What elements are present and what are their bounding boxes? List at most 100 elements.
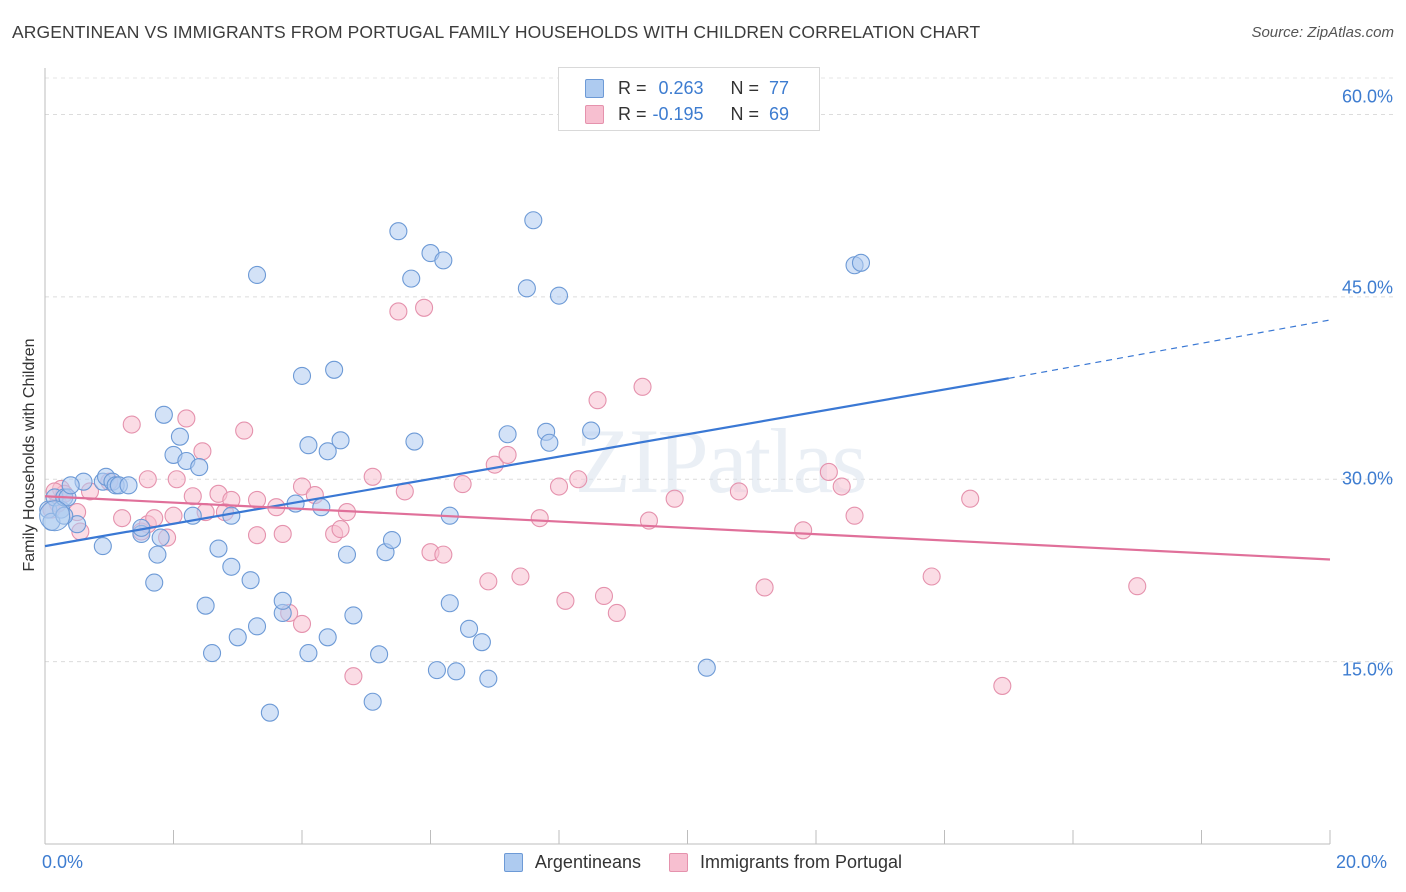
argentineans-point [479,669,498,688]
argentineans-point [524,211,543,230]
argentineans-point [517,279,536,298]
source-label: Source: ZipAtlas.com [1251,24,1394,41]
immigrants-point [479,572,498,591]
immigrants-point [177,409,196,428]
immigrants-point [247,526,267,545]
immigrants-point [569,470,588,489]
immigrants-point [755,578,774,597]
legend-item-immigrants[interactable]: Immigrants from Portugal [669,852,902,873]
argentineans-point [370,645,389,664]
immigrants-point [292,614,312,633]
immigrants-point [607,603,626,623]
argentineans-point [389,222,408,241]
argentineans-point [247,265,267,285]
immigrants-point [183,487,202,506]
argentineans-point [434,251,453,270]
immigrants-point [363,467,382,486]
stats-row-immigrants: R = -0.195 N = 69 [585,102,789,126]
argentineans-point [331,431,350,450]
immigrants-point [633,377,652,396]
argentineans-point [447,662,466,681]
series-argentineans-points [39,211,871,722]
y-tick-60: 60.0% [1341,86,1393,107]
argentineans-cluster-point [39,500,71,532]
argentineans-point [299,644,318,663]
immigrants-point [273,524,292,544]
immigrants-point [794,521,813,540]
argentineans-point [151,528,170,547]
immigrants-point [993,676,1012,695]
argentineans-point [68,515,87,534]
immigrants-point [511,567,530,586]
y-tick-15: 15.0% [1341,659,1393,680]
immigrants-point [588,391,607,410]
argentineans-point [440,594,459,613]
chart-title: ARGENTINEAN VS IMMIGRANTS FROM PORTUGAL … [12,22,981,42]
r-value: 0.263 [658,77,704,98]
argentineans-point [427,661,446,680]
immigrants-point [556,591,575,610]
argentineans-point [203,644,222,663]
argentineans-point [260,703,279,722]
r-value: -0.195 [652,103,704,124]
argentineans-point [540,433,559,452]
immigrants-point [434,545,453,564]
argentineans-point [851,253,871,272]
argentineans-point [363,692,382,711]
immigrants-point [729,482,748,501]
argentineans-point [299,436,318,455]
y-tick-30: 30.0% [1341,468,1393,489]
immigrants-point [530,509,549,528]
argentineans-point [549,286,569,305]
immigrants-point [167,470,186,489]
r-label: R = [618,103,647,124]
n-value: 77 [769,77,790,98]
x-tick-max: 20.0% [1336,852,1388,872]
immigrants-point [549,477,569,496]
argentineans-point [312,498,331,517]
argentineans-point [241,571,260,590]
argentineans-point [196,596,215,615]
chart-legend: Argentineans Immigrants from Portugal [0,852,1406,873]
argentineans-point [405,432,424,451]
immigrants-point [845,506,864,525]
immigrants-point [665,489,684,508]
immigrants-point [832,477,851,496]
trend-lines [44,319,1331,561]
axes [44,68,1331,845]
argentineans-point [154,405,173,424]
legend-item-argentineans[interactable]: Argentineans [503,852,641,873]
y-tick-45: 45.0% [1341,277,1393,298]
argentineans-trend-extension [1008,319,1331,379]
immigrants-point [594,586,614,606]
argentineans-point [247,617,267,636]
y-axis-label: Family Households with Children [21,338,38,572]
immigrants-point [193,442,212,461]
argentineans-point [190,458,209,477]
immigrants-point [292,477,312,496]
argentineans-point [344,606,363,625]
immigrants-point [1128,577,1147,596]
immigrants-point [961,489,980,508]
argentineans-point [209,539,228,558]
argentineans-point [228,628,247,647]
blue-swatch-icon [503,853,523,872]
immigrants-point [498,445,517,464]
argentineans-point [318,628,337,647]
argentineans-point [292,366,312,385]
argentineans-point [93,537,112,556]
argentineans-point [148,545,167,564]
argentineans-point [472,633,491,652]
watermark: ZIPatlas [575,410,866,512]
argentineans-point [325,360,344,379]
immigrants-point [138,470,157,489]
argentineans-point [337,545,357,564]
argentineans-point [498,425,517,444]
correlation-stats-box: R = 0.263 N = 77 R = -0.195 N = 69 [558,67,820,131]
immigrants-point [235,421,254,440]
immigrants-point [819,462,838,481]
argentineans-point [273,591,292,610]
argentineans-point [170,427,189,446]
blue-swatch-icon [585,78,604,98]
